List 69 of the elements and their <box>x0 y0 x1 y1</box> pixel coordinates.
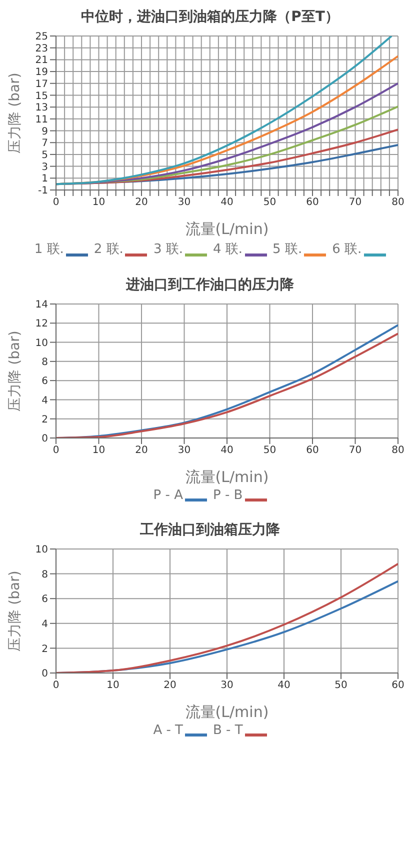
y-tick-label: 15 <box>35 90 48 102</box>
legend-label: A - T <box>153 723 183 738</box>
y-tick-label: 0 <box>42 668 48 680</box>
x-tick-label: 40 <box>220 445 234 456</box>
x-tick-label: 40 <box>220 197 234 208</box>
legend-label: 1 联. <box>34 241 64 258</box>
x-tick-label: 60 <box>392 680 404 692</box>
x-tick-label: 30 <box>220 680 234 692</box>
x-tick-label: 60 <box>306 445 319 456</box>
x-tick-label: 80 <box>392 445 404 456</box>
y-tick-label: 10 <box>35 338 48 349</box>
x-axis-title: 流量(L/min) <box>185 468 269 486</box>
y-tick-label: 4 <box>42 395 48 406</box>
y-tick-label: 23 <box>35 43 48 54</box>
y-tick-label: 1 <box>42 174 48 185</box>
x-tick-label: 0 <box>52 197 60 208</box>
legend-label: 5 联. <box>272 241 302 258</box>
y-tick-label: 11 <box>35 114 48 126</box>
y-tick-label: 2 <box>42 414 48 426</box>
x-tick-label: 10 <box>92 445 106 456</box>
legend-label: 6 联. <box>332 241 362 258</box>
y-tick-label: 17 <box>35 78 48 90</box>
y-tick-label: 25 <box>35 32 48 43</box>
y-tick-label: 2 <box>42 644 48 655</box>
chart-title: 进油口到工作油口的压力降 <box>124 276 295 294</box>
x-tick-label: 30 <box>178 197 191 208</box>
y-tick-label: 4 <box>42 618 48 630</box>
y-tick-label: 7 <box>42 138 48 150</box>
x-tick-label: 50 <box>334 680 348 692</box>
legend-label: P - B <box>212 488 243 503</box>
legend-label: 3 联. <box>153 241 183 258</box>
y-tick-label: 19 <box>35 67 48 78</box>
y-tick-label: 14 <box>35 300 48 311</box>
legend-label: 2 联. <box>94 241 124 258</box>
x-tick-label: 30 <box>178 445 191 456</box>
x-tick-label: 70 <box>348 197 362 208</box>
y-tick-label: 12 <box>35 318 48 330</box>
y-tick-label: 6 <box>42 594 48 606</box>
y-tick-label: 9 <box>42 126 48 138</box>
x-tick-label: 50 <box>263 197 276 208</box>
x-axis-title: 流量(L/min) <box>185 220 269 238</box>
y-tick-label: 10 <box>35 544 48 556</box>
y-tick-label: 13 <box>35 102 48 114</box>
x-axis-title: 流量(L/min) <box>185 703 269 721</box>
x-tick-label: 20 <box>135 445 148 456</box>
x-tick-label: 40 <box>278 680 290 692</box>
y-tick-label: 6 <box>42 376 48 388</box>
x-tick-label: 0 <box>52 445 60 456</box>
x-tick-label: 60 <box>306 197 319 208</box>
x-tick-label: 20 <box>164 680 176 692</box>
chart-title: 工作油口到油箱压力降 <box>139 521 281 539</box>
y-tick-label: 3 <box>42 162 48 173</box>
chart-title: 中位时，进油口到油箱的压力降（P至T） <box>80 8 340 26</box>
legend-label: B - T <box>212 723 243 738</box>
y-tick-label: 8 <box>42 356 48 368</box>
y-tick-label: 0 <box>42 434 48 445</box>
x-tick-label: 20 <box>135 197 148 208</box>
x-tick-label: 0 <box>52 680 60 692</box>
legend-label: 4 联. <box>213 241 243 258</box>
x-tick-label: 50 <box>263 445 276 456</box>
x-tick-label: 10 <box>92 197 106 208</box>
x-tick-label: 10 <box>106 680 120 692</box>
x-tick-label: 70 <box>348 445 362 456</box>
y-tick-label: 8 <box>42 569 48 580</box>
y-tick-label: -1 <box>38 186 48 197</box>
y-tick-label: 21 <box>35 55 48 66</box>
x-tick-label: 80 <box>392 197 404 208</box>
y-tick-label: 5 <box>42 150 48 162</box>
legend-label: P - A <box>153 488 183 503</box>
